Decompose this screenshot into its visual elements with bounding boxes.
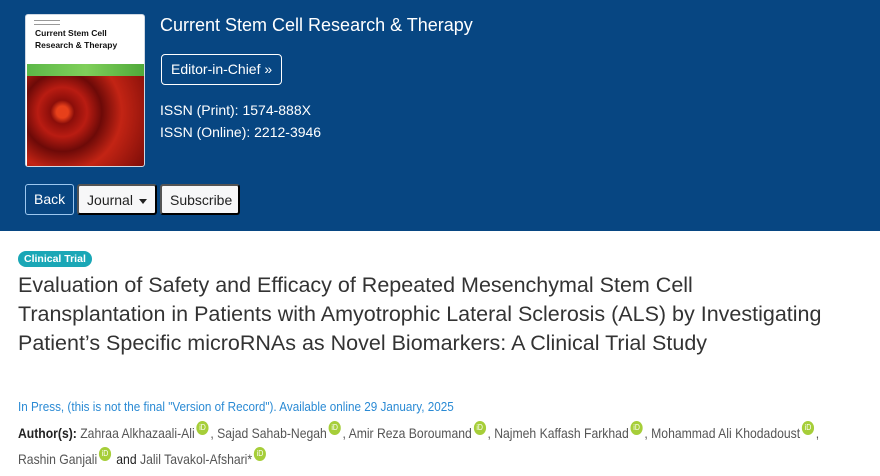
journal-dropdown-button[interactable]: Journal xyxy=(77,184,157,215)
author-name[interactable]: Rashin Ganjali xyxy=(18,451,98,467)
cover-title: Current Stem Cell Research & Therapy xyxy=(35,28,118,50)
author-list: Author(s): Zahraa Alkhazaali-Ali iD, Saja… xyxy=(18,421,820,467)
editor-in-chief-button[interactable]: Editor-in-Chief » xyxy=(161,54,283,85)
caret-down-icon xyxy=(138,198,147,204)
author-name[interactable]: Mohammad Ali Khodadoust xyxy=(651,425,801,441)
author-name[interactable]: Sajad Sahab-Negah xyxy=(217,425,327,441)
author-name[interactable]: Najmeh Kaffash Farkhad xyxy=(494,425,629,441)
orcid-icon[interactable]: iD xyxy=(630,421,643,435)
and-text: and xyxy=(116,451,137,467)
journal-title[interactable]: Current Stem Cell Research & Therapy xyxy=(160,15,473,35)
issn-print: ISSN (Print): 1574-888X xyxy=(160,102,311,118)
author-name[interactable]: Amir Reza Boroumand xyxy=(348,425,472,441)
back-button[interactable]: Back xyxy=(25,184,75,215)
subscribe-button[interactable]: Subscribe xyxy=(160,184,240,215)
journal-cover-image[interactable]: Current Stem Cell Research & Therapy xyxy=(25,14,145,167)
cover-decoration xyxy=(34,20,60,25)
journal-header: Current Stem Cell Research & Therapy Cur… xyxy=(0,0,880,231)
cover-green-band xyxy=(27,64,144,76)
authors-label: Author(s): xyxy=(18,425,77,441)
author-name[interactable]: Zahraa Alkhazaali-Ali xyxy=(80,425,195,441)
orcid-icon[interactable]: iD xyxy=(473,421,486,435)
cover-red-image xyxy=(27,76,144,166)
orcid-icon[interactable]: iD xyxy=(801,421,815,435)
author-name[interactable]: Jalil Tavakol-Afshari* xyxy=(139,451,253,467)
orcid-icon[interactable]: iD xyxy=(328,421,341,435)
article-type-badge: Clinical Trial xyxy=(18,251,92,267)
issn-online: ISSN (Online): 2212-3946 xyxy=(160,124,322,140)
orcid-icon[interactable]: iD xyxy=(98,447,112,461)
article-title: Evaluation of Safety and Efficacy of Rep… xyxy=(18,273,822,355)
journal-label: Journal xyxy=(87,192,133,208)
publication-status: In Press, (this is not the final "Versio… xyxy=(18,399,454,414)
orcid-icon[interactable]: iD xyxy=(196,421,209,435)
orcid-icon[interactable]: iD xyxy=(253,447,267,461)
